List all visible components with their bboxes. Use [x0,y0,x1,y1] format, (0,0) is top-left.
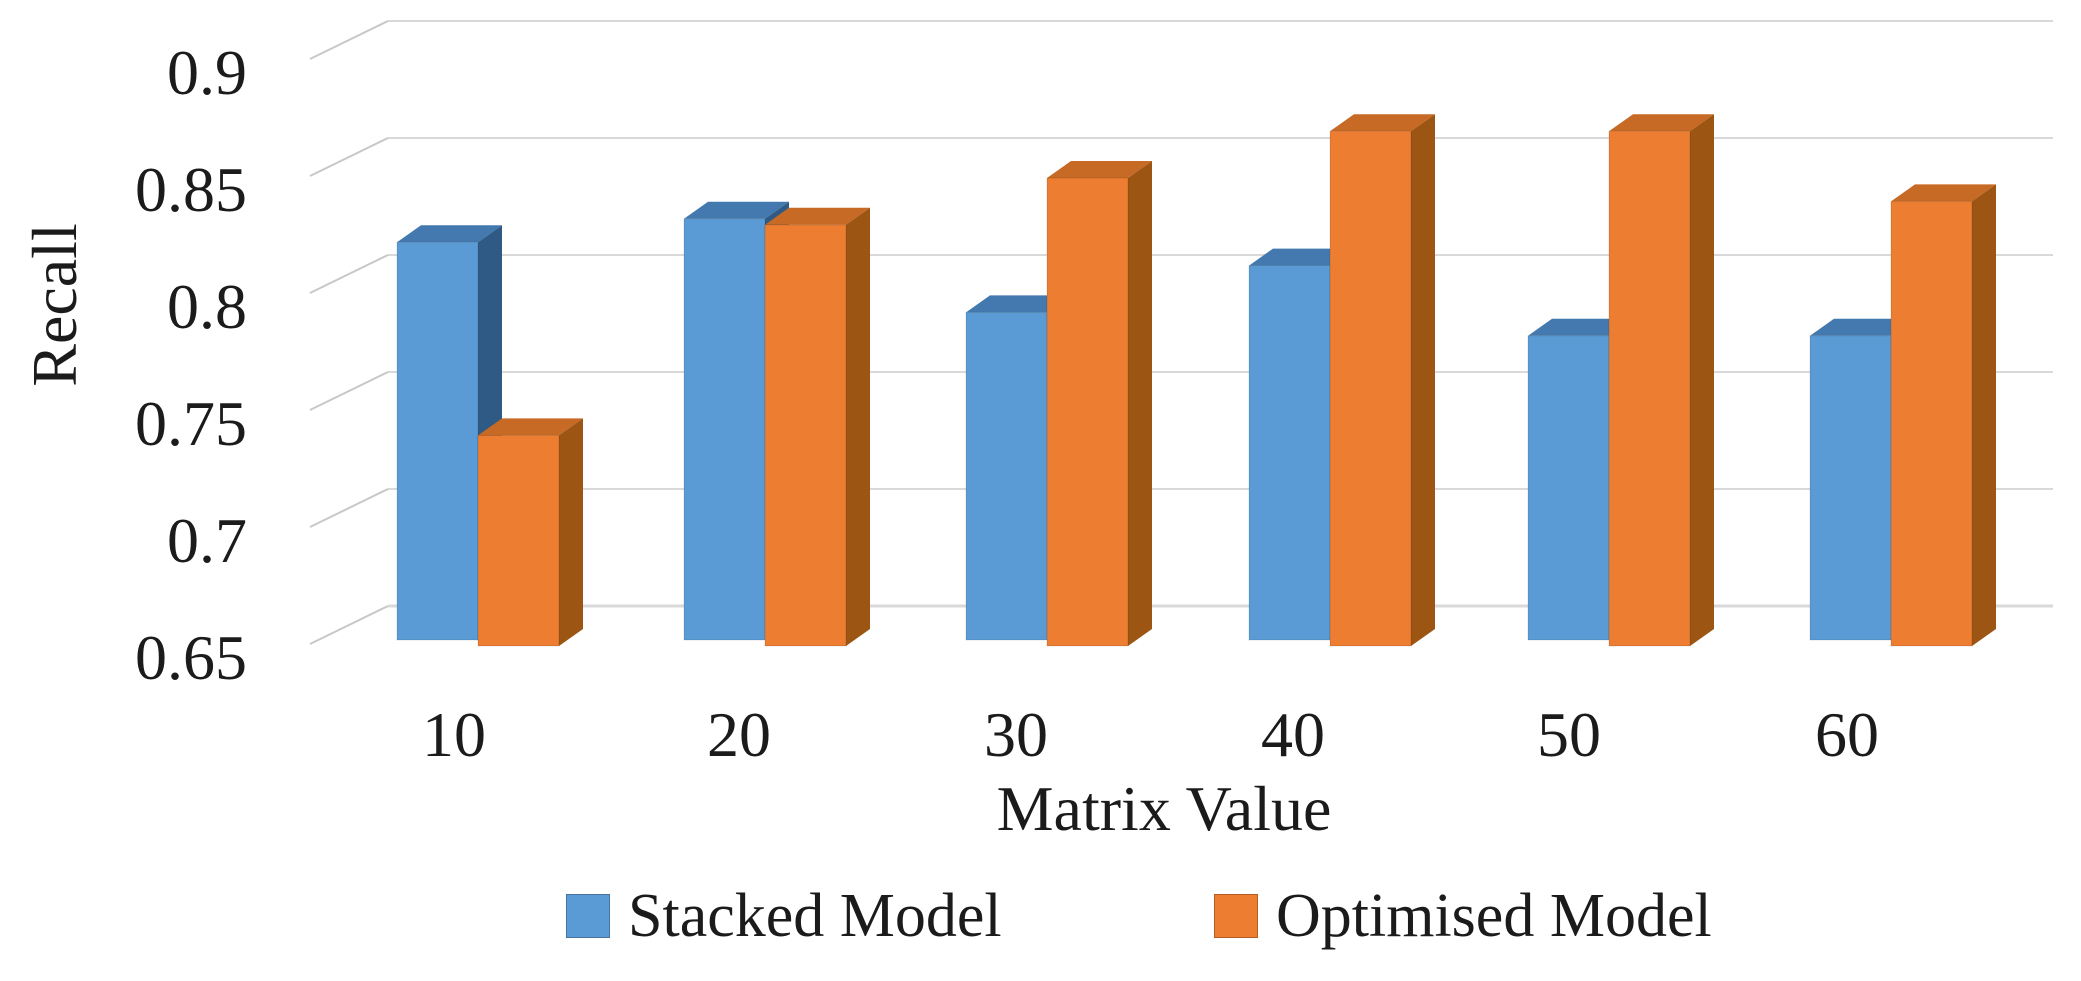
bar-optimised-model-10 [477,418,583,647]
bar-top-face [1609,114,1714,132]
y-tick-0.65 [309,605,389,645]
bar-front-face [1046,177,1129,647]
y-tick-label-0.65: 0.65 [135,622,247,693]
bar-front-face [683,218,766,641]
bar-front-face [1527,335,1610,641]
bar-optimised-model-60 [1890,184,1996,647]
y-tick-label-0.85: 0.85 [135,154,247,225]
y-tick-0.85 [309,137,389,177]
bar-side-face [846,207,870,647]
y-tick-label-0.9: 0.9 [167,37,247,108]
x-tick-label-20: 20 [707,699,771,770]
x-tick-label-30: 30 [984,699,1048,770]
bar-front-face [477,434,560,647]
bar-top-face [1528,318,1633,336]
bar-top-face [1810,318,1915,336]
bar-front-face [764,224,847,647]
legend-swatch-optimised-model [1214,894,1258,938]
bar-front-face [1890,200,1973,647]
bar-side-face [1128,161,1152,646]
legend-label-optimised-model: Optimised Model [1276,882,1712,950]
bar-optimised-model-50 [1608,114,1714,647]
x-axis-title: Matrix Value [996,773,1332,844]
bar-top-face [478,418,583,436]
x-tick-label-60: 60 [1815,699,1879,770]
bar-side-face [559,418,583,646]
bar-top-face [1330,114,1435,132]
bar-top-face [1249,248,1354,266]
bar-side-face [1972,184,1996,646]
bar-front-face [965,311,1048,641]
y-tick-0.8 [309,254,389,294]
y-tick-0.9 [309,20,389,60]
bar-top-face [1891,184,1996,202]
y-tick-0.75 [309,371,389,411]
y-axis-title: Recall [19,223,90,387]
bar-top-face [765,207,870,225]
bar-top-face [397,225,502,243]
bar-front-face [1248,265,1331,641]
bar-top-face [684,201,789,219]
bar-front-face [1329,130,1412,647]
legend-swatch-stacked-model [566,894,610,938]
y-tick-label-0.8: 0.8 [167,271,247,342]
y-tick-0.7 [309,488,389,528]
legend-item-stacked-model: Stacked Model [566,884,1002,948]
legend-item-optimised-model: Optimised Model [1214,884,1712,948]
bar-front-face [1608,130,1691,647]
bar-side-face [1411,114,1435,646]
bar-front-face [1809,335,1892,641]
x-tick-label-40: 40 [1261,699,1325,770]
bar-optimised-model-40 [1329,114,1435,647]
x-tick-label-10: 10 [422,699,486,770]
y-tick-label-0.7: 0.7 [167,505,247,576]
bar-top-face [966,295,1071,313]
bar-top-face [1047,161,1152,178]
y-tick-label-0.75: 0.75 [135,388,247,459]
x-tick-label-50: 50 [1537,699,1601,770]
bar-optimised-model-30 [1046,161,1152,647]
legend-label-stacked-model: Stacked Model [628,882,1002,950]
bar-optimised-model-20 [764,207,870,647]
bar-side-face [1690,114,1714,646]
bar-front-face [396,241,479,641]
